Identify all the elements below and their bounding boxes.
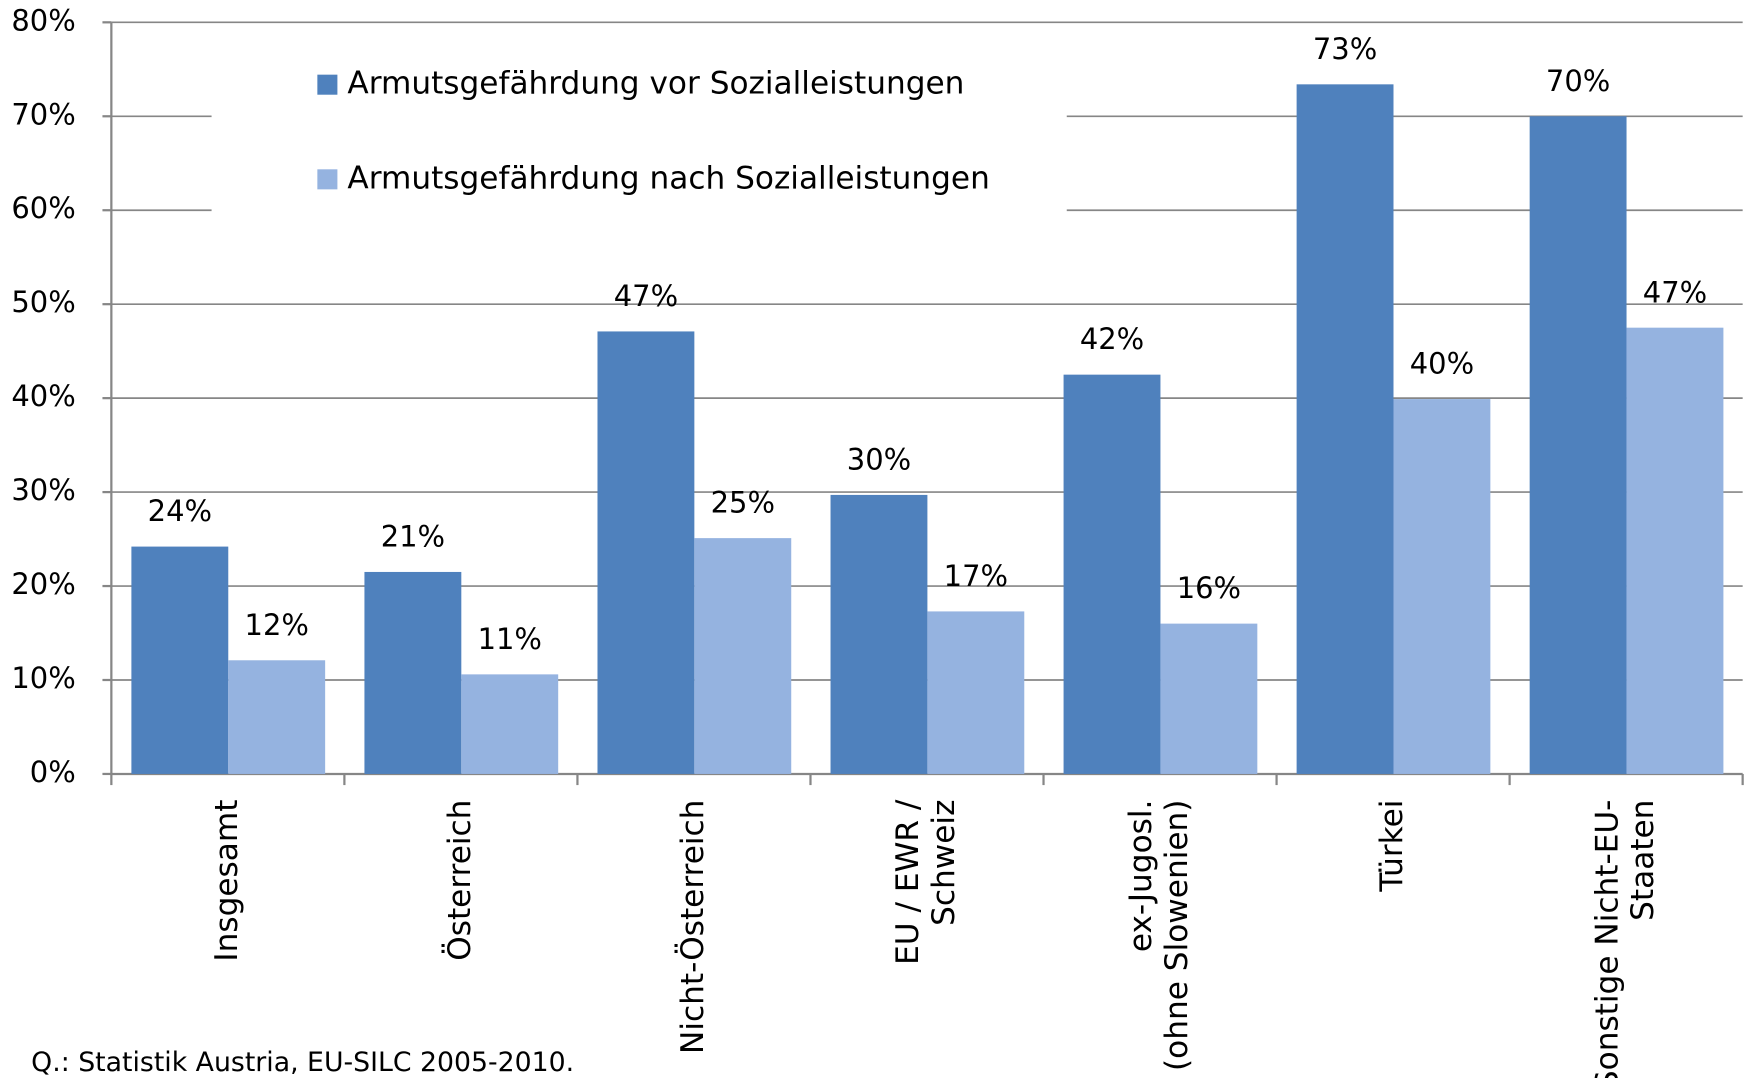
y-tick-label: 70% [11,97,75,131]
x-tick-label: Österreich [440,800,478,961]
bar [228,660,326,774]
x-tick-label: EU / EWR /Schweiz [890,799,962,965]
x-tick-label: Insgesamt [209,800,245,962]
bar [1160,623,1258,774]
bar [1393,399,1491,774]
x-tick-label: ex-Jugosl.(ohne Slowenien) [1123,800,1195,1071]
legend-label: Armutsgefährdung nach Sozialleistungen [347,160,989,196]
value-label: 47% [1643,275,1707,309]
bar [1063,374,1161,774]
y-tick-label: 30% [11,473,75,507]
x-tick-label: Türkei [1374,800,1410,893]
value-label: 30% [847,443,911,477]
value-label: 73% [1313,32,1377,66]
y-tick-label: 0% [30,755,76,789]
x-tick-label: Nicht-Österreich [673,800,711,1054]
y-tick-label: 80% [11,3,75,37]
y-tick-label: 20% [11,567,75,601]
bar [364,571,462,774]
value-label: 40% [1410,347,1474,381]
value-label: 47% [614,279,678,313]
legend-label: Armutsgefährdung vor Sozialleistungen [347,66,964,102]
source-note: Q.: Statistik Austria, EU-SILC 2005-2010… [31,1047,574,1078]
value-label: 11% [478,622,542,656]
legend-swatch [317,74,338,95]
value-label: 25% [711,486,775,520]
y-tick-label: 60% [11,191,75,225]
bar [1626,327,1724,774]
bar [830,494,928,774]
legend-box [211,44,1067,223]
bar [131,546,229,774]
bar [927,611,1025,774]
value-label: 70% [1546,64,1610,98]
x-tick-label: Sonstige Nicht-EU-Staaten [1589,800,1661,1078]
y-tick-label: 40% [11,379,75,413]
y-tick-label: 10% [11,661,75,695]
y-tick-label: 50% [11,285,75,319]
value-label: 12% [245,608,309,642]
bar [694,538,792,774]
legend-swatch [317,169,338,190]
bar [1296,84,1394,774]
bar [461,674,559,774]
value-label: 42% [1080,322,1144,356]
value-label: 24% [148,494,212,528]
value-label: 16% [1177,571,1241,605]
bar [1529,116,1627,774]
bar [597,331,695,774]
value-label: 17% [944,559,1008,593]
value-label: 21% [381,520,445,554]
